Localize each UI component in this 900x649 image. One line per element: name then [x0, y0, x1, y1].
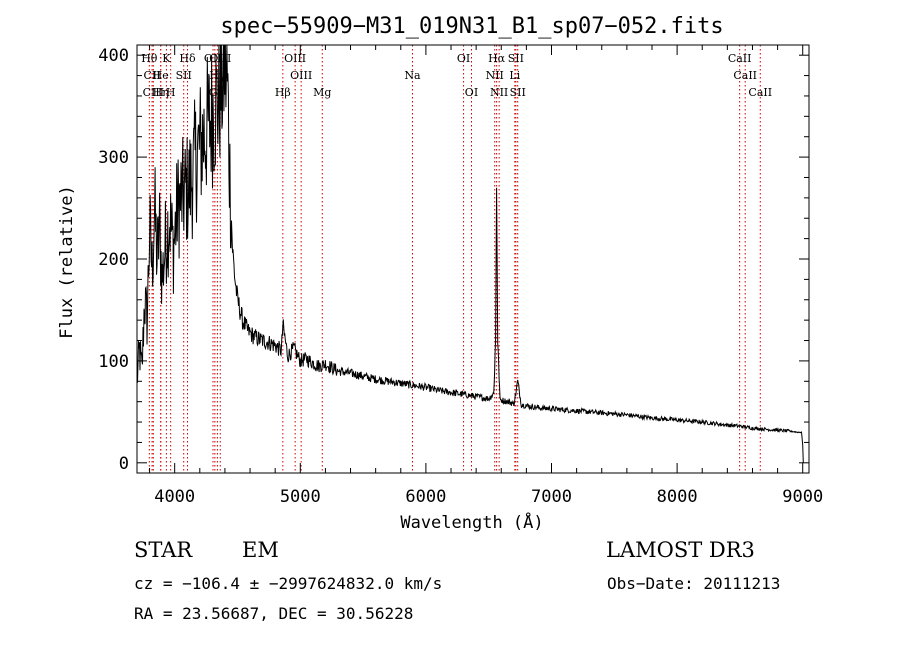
spectrum-chart: spec−55909−M31_019N31_B1_sp07−052.fits H… — [57, 14, 823, 533]
y-tick-label: 400 — [98, 46, 129, 66]
spectral-line-markers — [148, 45, 761, 473]
x-tick-label: 5000 — [280, 487, 321, 507]
spectral-line-label: NII — [486, 69, 504, 82]
object-class: STAR — [134, 538, 193, 562]
y-tick-label: 300 — [98, 148, 129, 168]
y-tick-label: 100 — [98, 352, 129, 372]
spectral-line-label: Mg — [313, 86, 331, 99]
spectral-line-label: CIII — [143, 86, 164, 99]
y-tick-label: 0 — [119, 454, 129, 474]
y-axis-label: Flux (relative) — [57, 185, 77, 339]
spectral-line-label: Na — [404, 69, 421, 82]
x-tick-label: 6000 — [405, 487, 446, 507]
spectral-line-label: Hα — [488, 52, 506, 65]
x-tick-label: 4000 — [154, 487, 195, 507]
spectrum-series-line — [136, 44, 804, 463]
ra-dec: RA = 23.56687, DEC = 30.56228 — [134, 604, 414, 623]
spectral-line-label: Li — [509, 69, 520, 82]
spectral-line-label: CaII — [748, 86, 772, 99]
x-axis-label: Wavelength (Å) — [400, 511, 543, 533]
spectral-line-label: SII — [510, 86, 526, 99]
spectral-line-label: CaII — [728, 52, 752, 65]
axis-ticks: 4000 5000 6000 7000 8000 9000 0 100 200 300 400 — [98, 45, 823, 507]
spectral-line-label: OI — [457, 52, 470, 65]
y-tick-label: 200 — [98, 250, 129, 270]
survey-name: LAMOST DR3 — [606, 538, 755, 562]
spectral-line-label: SII — [176, 69, 192, 82]
chart-title: spec−55909−M31_019N31_B1_sp07−052.fits — [220, 14, 723, 39]
spectral-line-label: Hβ — [275, 86, 291, 99]
object-subclass: EM — [242, 538, 279, 562]
spectral-line-label: Hη — [153, 86, 169, 99]
spectral-line-label: OIII — [284, 52, 306, 65]
spectral-line-label: CaII — [733, 69, 757, 82]
x-tick-label: 8000 — [657, 487, 698, 507]
spectral-line-label: SII — [508, 52, 524, 65]
spectral-line-label: G — [209, 86, 218, 99]
x-tick-label: 7000 — [531, 487, 572, 507]
plot-frame — [136, 44, 810, 474]
spectral-line-label: Hθ — [141, 52, 158, 65]
x-tick-label: 9000 — [782, 487, 823, 507]
spectral-line-label: NII — [490, 86, 508, 99]
spectral-line-label: Hδ — [179, 52, 196, 65]
obs-date: Obs−Date: 20111213 — [607, 574, 781, 593]
spectral-line-label: OI — [465, 86, 478, 99]
redshift-line: cz = −106.4 ± −2997624832.0 km/s — [134, 574, 443, 593]
spectral-line-label: He — [153, 69, 169, 82]
spectral-line-label: CII — [144, 69, 161, 82]
spectral-line-label: OIII — [290, 69, 312, 82]
spectral-line-label: K — [162, 52, 171, 65]
spectral-line-label: H — [166, 86, 176, 99]
